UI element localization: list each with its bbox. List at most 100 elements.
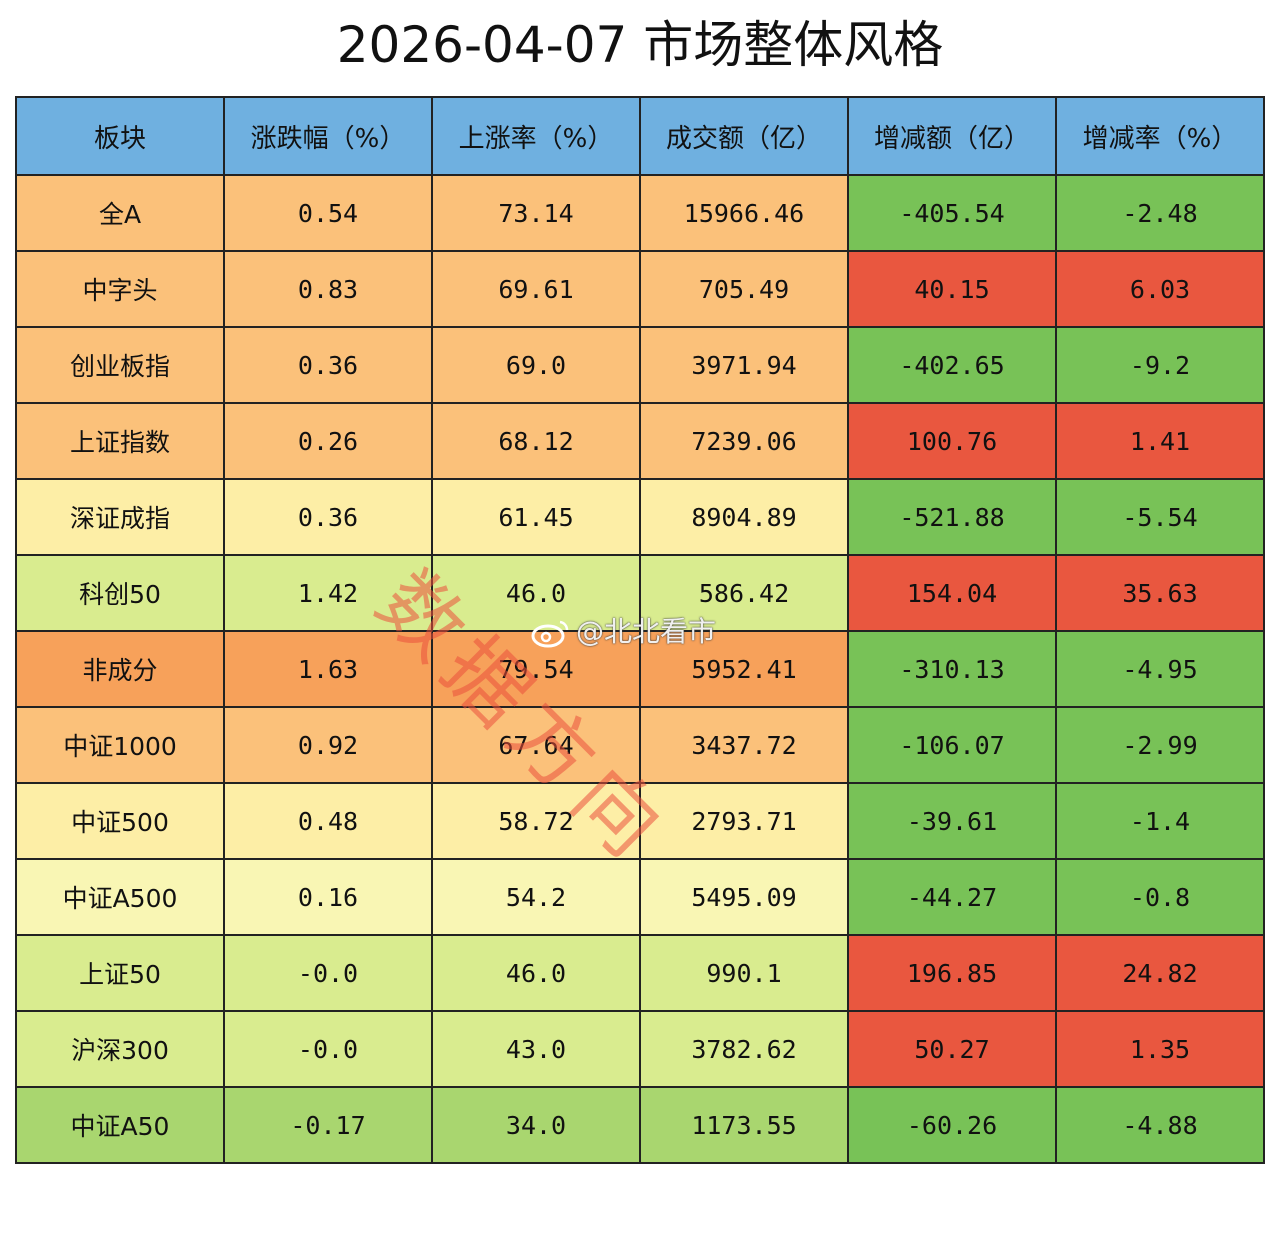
cell-sector: 科创50 (15, 554, 225, 632)
cell-sector: 深证成指 (15, 478, 225, 556)
cell-turnover-change-rate: -1.4 (1055, 782, 1265, 860)
header-row: 板块 涨跌幅（%） 上涨率（%） 成交额（亿） 增减额（亿） 增减率（%） (15, 96, 1265, 176)
cell-turnover-change: -106.07 (847, 706, 1057, 784)
table-row: 上证指数 0.26 68.12 7239.06 100.76 1.41 (15, 402, 1265, 480)
cell-turnover-change: -44.27 (847, 858, 1057, 936)
cell-turnover-change-rate: 6.03 (1055, 250, 1265, 328)
cell-turnover-change: -60.26 (847, 1086, 1057, 1164)
cell-turnover-change-rate: -5.54 (1055, 478, 1265, 556)
cell-turnover-change-rate: -2.99 (1055, 706, 1265, 784)
cell-turnover-change-rate: -4.95 (1055, 630, 1265, 708)
table-body: 全A 0.54 73.14 15966.46 -405.54 -2.48 中字头 0.83 69… (15, 174, 1265, 1164)
table-row: 上证50 -0.0 46.0 990.1 196.85 24.82 (15, 934, 1265, 1012)
cell-turnover-change: 40.15 (847, 250, 1057, 328)
cell-change-pct: 0.36 (223, 478, 433, 556)
cell-change-pct: 1.63 (223, 630, 433, 708)
cell-sector: 中证A50 (15, 1086, 225, 1164)
cell-turnover: 7239.06 (639, 402, 849, 480)
cell-turnover-change: 50.27 (847, 1010, 1057, 1088)
cell-advance-rate: 46.0 (431, 934, 641, 1012)
header-cell-advance-rate: 上涨率（%） (431, 96, 641, 176)
cell-change-pct: -0.17 (223, 1086, 433, 1164)
cell-turnover-change: 154.04 (847, 554, 1057, 632)
header-cell-change-pct: 涨跌幅（%） (223, 96, 433, 176)
cell-turnover-change: 100.76 (847, 402, 1057, 480)
cell-turnover: 1173.55 (639, 1086, 849, 1164)
header-cell-sector: 板块 (15, 96, 225, 176)
cell-sector: 上证指数 (15, 402, 225, 480)
cell-change-pct: 0.83 (223, 250, 433, 328)
cell-turnover-change: -521.88 (847, 478, 1057, 556)
cell-change-pct: 0.92 (223, 706, 433, 784)
table-row: 中证1000 0.92 67.64 3437.72 -106.07 -2.99 (15, 706, 1265, 784)
cell-turnover-change-rate: 1.41 (1055, 402, 1265, 480)
cell-turnover: 8904.89 (639, 478, 849, 556)
cell-turnover-change-rate: -9.2 (1055, 326, 1265, 404)
cell-turnover: 5952.41 (639, 630, 849, 708)
table-row: 非成分 1.63 79.54 5952.41 -310.13 -4.95 (15, 630, 1265, 708)
cell-advance-rate: 69.61 (431, 250, 641, 328)
table-row: 全A 0.54 73.14 15966.46 -405.54 -2.48 (15, 174, 1265, 252)
table-row: 创业板指 0.36 69.0 3971.94 -402.65 -9.2 (15, 326, 1265, 404)
cell-turnover-change-rate: -2.48 (1055, 174, 1265, 252)
cell-sector: 非成分 (15, 630, 225, 708)
cell-turnover: 3437.72 (639, 706, 849, 784)
cell-turnover: 2793.71 (639, 782, 849, 860)
table-row: 中证A500 0.16 54.2 5495.09 -44.27 -0.8 (15, 858, 1265, 936)
cell-advance-rate: 68.12 (431, 402, 641, 480)
cell-sector: 上证50 (15, 934, 225, 1012)
table-row: 沪深300 -0.0 43.0 3782.62 50.27 1.35 (15, 1010, 1265, 1088)
cell-change-pct: 0.16 (223, 858, 433, 936)
cell-change-pct: 0.36 (223, 326, 433, 404)
table-row: 深证成指 0.36 61.45 8904.89 -521.88 -5.54 (15, 478, 1265, 556)
cell-sector: 中证1000 (15, 706, 225, 784)
cell-sector: 全A (15, 174, 225, 252)
cell-turnover-change: -310.13 (847, 630, 1057, 708)
cell-change-pct: 0.54 (223, 174, 433, 252)
cell-turnover: 3971.94 (639, 326, 849, 404)
cell-turnover: 586.42 (639, 554, 849, 632)
cell-turnover: 990.1 (639, 934, 849, 1012)
cell-advance-rate: 46.0 (431, 554, 641, 632)
page-title: 2026-04-07 市场整体风格 (336, 16, 944, 74)
cell-turnover-change-rate: 24.82 (1055, 934, 1265, 1012)
cell-turnover: 705.49 (639, 250, 849, 328)
header-cell-turnover-change-rate: 增减率（%） (1055, 96, 1265, 176)
cell-turnover-change: -405.54 (847, 174, 1057, 252)
cell-advance-rate: 34.0 (431, 1086, 641, 1164)
table-row: 科创50 1.42 46.0 586.42 154.04 35.63 (15, 554, 1265, 632)
cell-advance-rate: 54.2 (431, 858, 641, 936)
cell-advance-rate: 61.45 (431, 478, 641, 556)
market-style-table-wrap: 板块 涨跌幅（%） 上涨率（%） 成交额（亿） 增减额（亿） 增减率（%） 全A… (15, 96, 1265, 1164)
table-row: 中字头 0.83 69.61 705.49 40.15 6.03 (15, 250, 1265, 328)
header-cell-turnover: 成交额（亿） (639, 96, 849, 176)
cell-turnover-change-rate: -4.88 (1055, 1086, 1265, 1164)
cell-advance-rate: 69.0 (431, 326, 641, 404)
cell-change-pct: -0.0 (223, 1010, 433, 1088)
cell-advance-rate: 79.54 (431, 630, 641, 708)
cell-change-pct: -0.0 (223, 934, 433, 1012)
cell-sector: 中字头 (15, 250, 225, 328)
cell-advance-rate: 67.64 (431, 706, 641, 784)
cell-sector: 中证500 (15, 782, 225, 860)
cell-sector: 沪深300 (15, 1010, 225, 1088)
cell-turnover-change-rate: -0.8 (1055, 858, 1265, 936)
header-cell-turnover-change: 增减额（亿） (847, 96, 1057, 176)
cell-advance-rate: 43.0 (431, 1010, 641, 1088)
cell-turnover: 3782.62 (639, 1010, 849, 1088)
cell-advance-rate: 73.14 (431, 174, 641, 252)
cell-advance-rate: 58.72 (431, 782, 641, 860)
cell-turnover-change-rate: 1.35 (1055, 1010, 1265, 1088)
cell-sector: 中证A500 (15, 858, 225, 936)
cell-turnover: 15966.46 (639, 174, 849, 252)
cell-turnover-change: 196.85 (847, 934, 1057, 1012)
cell-turnover-change: -402.65 (847, 326, 1057, 404)
cell-change-pct: 0.26 (223, 402, 433, 480)
cell-sector: 创业板指 (15, 326, 225, 404)
table-row: 中证A50 -0.17 34.0 1173.55 -60.26 -4.88 (15, 1086, 1265, 1164)
cell-change-pct: 0.48 (223, 782, 433, 860)
table-row: 中证500 0.48 58.72 2793.71 -39.61 -1.4 (15, 782, 1265, 860)
cell-turnover-change-rate: 35.63 (1055, 554, 1265, 632)
cell-change-pct: 1.42 (223, 554, 433, 632)
cell-turnover-change: -39.61 (847, 782, 1057, 860)
